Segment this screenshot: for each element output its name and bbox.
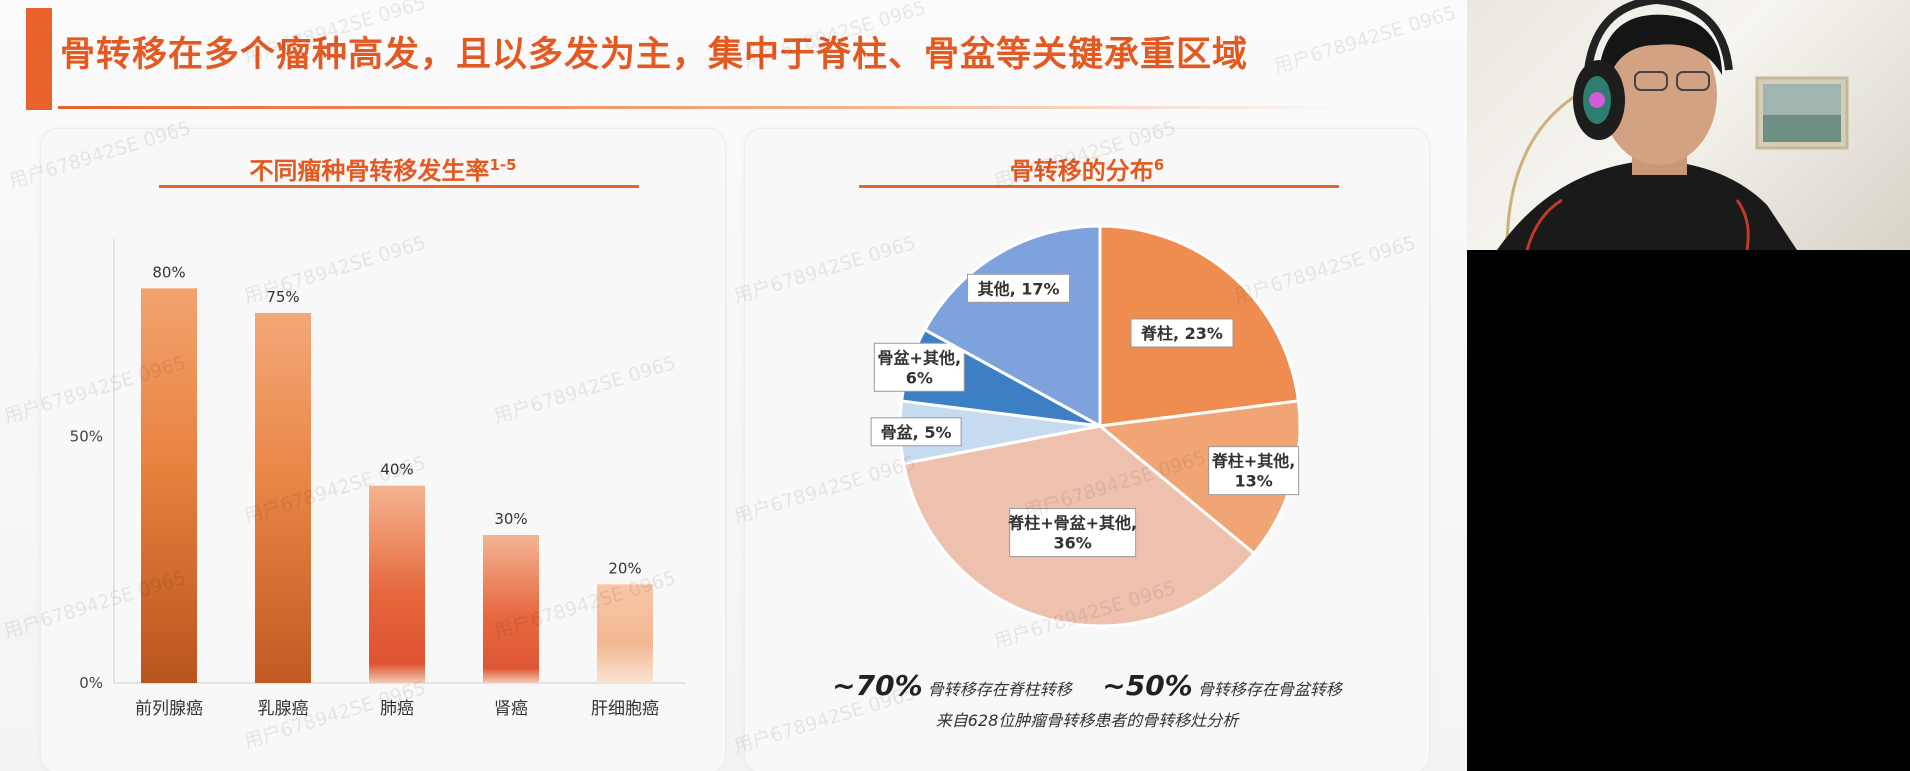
- pie-chart: 脊柱, 23% 脊柱+其他,13% 脊柱+骨盆+其他,36% 骨盆, 5% 骨盆+其他,…: [870, 224, 1302, 628]
- category-label: 乳腺癌: [258, 699, 309, 719]
- distribution-footnote-1: ~70% 骨转移存在脊柱转移 ~50% 骨转移存在骨盆转移: [745, 669, 1429, 702]
- bar-value-label: 30%: [494, 510, 527, 528]
- y-tick-label: 0%: [79, 674, 103, 692]
- bar: [369, 485, 425, 683]
- title-accent-bar: [26, 8, 52, 110]
- bar-value-label: 40%: [380, 461, 413, 479]
- category-label: 肝细胞癌: [591, 699, 659, 719]
- bar-value-label: 80%: [152, 263, 185, 281]
- svg-text:骨盆, 5%: 骨盆, 5%: [881, 423, 952, 442]
- category-label: 前列腺癌: [135, 699, 203, 719]
- pie-slice-label: 脊柱+其他,13%: [1208, 446, 1300, 496]
- pie-slice-label: 骨盆, 5%: [870, 417, 962, 447]
- category-label: 肾癌: [494, 699, 528, 719]
- pelvis-note: 骨转移存在骨盆转移: [1197, 680, 1342, 699]
- y-tick-label: 50%: [70, 427, 103, 445]
- pie-slice-label: 骨盆+其他,6%: [873, 342, 965, 392]
- category-label: 肺癌: [380, 699, 414, 719]
- svg-text:其他, 17%: 其他, 17%: [978, 279, 1060, 298]
- bar-chart: 0% 50% 80% 前列腺癌 75% 乳腺癌 40% 肺癌 30% 肾癌 20% 肝细胞癌: [70, 239, 686, 719]
- distribution-footnote-2: 来自628位肿瘤骨转移患者的骨转移灶分析: [935, 711, 1239, 730]
- svg-text:骨盆+其他,: 骨盆+其他,: [878, 348, 962, 367]
- incidence-panel-title: 不同瘤种骨转移发生率1-5: [249, 156, 517, 185]
- slide-title: 骨转移在多个瘤种高发，且以多发为主，集中于脊柱、骨盆等关键承重区域: [60, 35, 1249, 75]
- bar-value-label: 20%: [608, 559, 641, 577]
- bar: [141, 288, 197, 683]
- svg-text:13%: 13%: [1234, 472, 1272, 491]
- bar: [597, 584, 653, 683]
- presenter-video-frame: [1497, 0, 1849, 250]
- pie-slice-label: 脊柱, 23%: [1130, 318, 1234, 348]
- pelvis-pct: ~50%: [1102, 669, 1193, 702]
- svg-text:脊柱+骨盆+其他,: 脊柱+骨盆+其他,: [1007, 514, 1137, 533]
- bar: [483, 535, 539, 683]
- incidence-panel: 不同瘤种骨转移发生率1-5 0% 50% 80% 前列腺癌 75% 乳腺癌 40% 肺癌 30%…: [40, 128, 726, 771]
- presenter-webcam: [1467, 0, 1910, 250]
- spine-note: 骨转移存在脊柱转移: [927, 680, 1072, 699]
- distribution-panel-title: 骨转移的分布6: [1009, 156, 1165, 185]
- incidence-title-rule: [159, 185, 639, 188]
- pie-slice-label: 其他, 17%: [967, 273, 1071, 303]
- bar-value-label: 75%: [266, 288, 299, 306]
- distribution-title-rule: [859, 185, 1339, 188]
- svg-text:脊柱+其他,: 脊柱+其他,: [1211, 452, 1296, 471]
- svg-text:脊柱, 23%: 脊柱, 23%: [1140, 324, 1223, 343]
- svg-text:6%: 6%: [906, 368, 933, 387]
- pie-slice-label: 脊柱+骨盆+其他,36%: [1007, 508, 1137, 558]
- bar: [255, 313, 311, 683]
- slide: 骨转移在多个瘤种高发，且以多发为主，集中于脊柱、骨盆等关键承重区域 不同瘤种骨转…: [0, 0, 1467, 771]
- svg-text:36%: 36%: [1053, 534, 1091, 553]
- watermark: 用户678942SE 0965: [1271, 1, 1459, 79]
- spine-pct: ~70%: [832, 669, 923, 702]
- video-black-area: [1467, 250, 1910, 771]
- title-underline: [58, 106, 1348, 109]
- distribution-panel: 骨转移的分布6 脊柱, 23% 脊柱+其他, 13% 脊柱+骨盆+其他, 36% 骨盆, …: [744, 128, 1430, 771]
